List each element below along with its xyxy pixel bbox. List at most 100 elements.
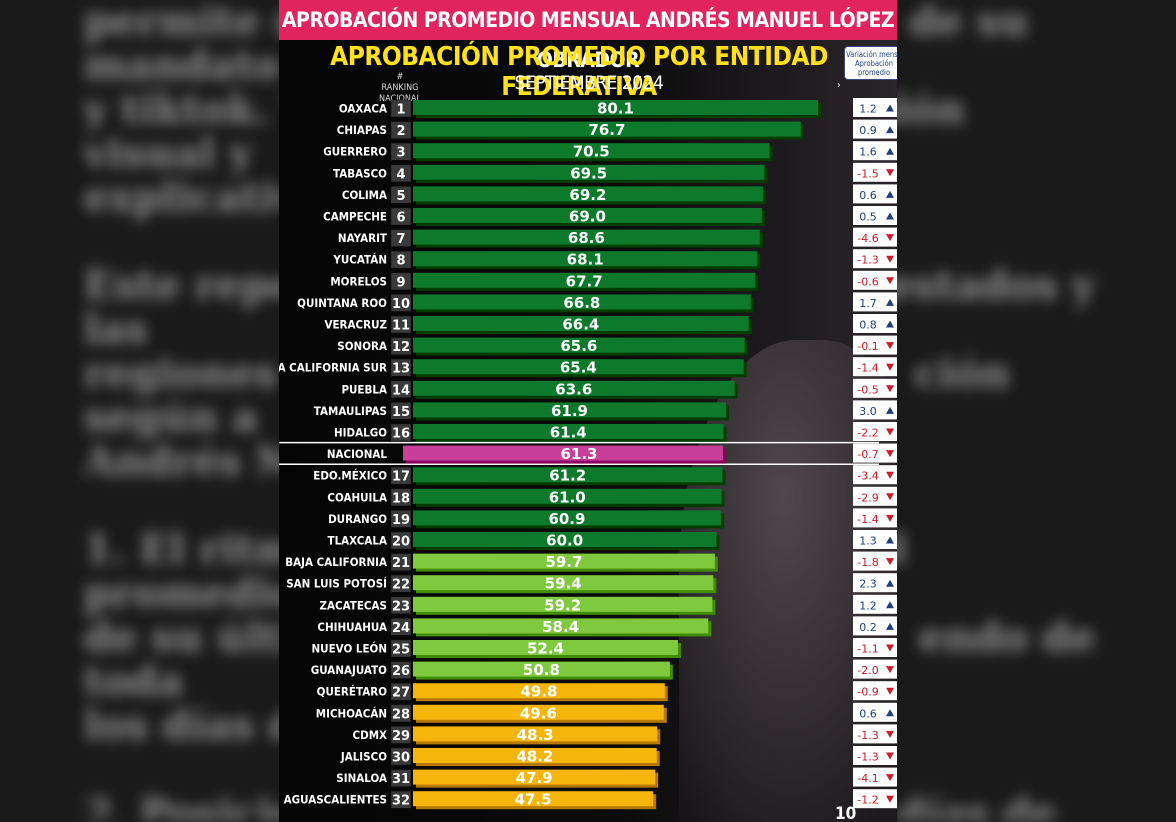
rank-number: 17 <box>392 470 410 485</box>
rank-box <box>390 229 412 247</box>
up-arrow-icon <box>886 298 894 306</box>
top-banner: APROBACIÓN PROMEDIO MENSUAL ANDRÉS MANUE… <box>279 0 897 72</box>
bar <box>413 748 657 763</box>
rank-box <box>390 510 412 528</box>
rank-box <box>390 358 412 377</box>
change-box <box>853 681 883 701</box>
state-name: PUEBLA <box>341 383 387 397</box>
bar-value-label: 48.2 <box>516 748 553 766</box>
rank-number: 13 <box>392 362 410 377</box>
up-arrow-icon <box>886 579 894 587</box>
bar <box>413 272 756 288</box>
rank-number: 27 <box>392 686 410 701</box>
rank-box <box>390 574 412 593</box>
up-arrow-icon <box>886 104 894 112</box>
state-name: BAJA CALIFORNIA <box>285 556 387 570</box>
up-arrow-icon <box>886 622 894 630</box>
rank-number: 5 <box>396 189 405 204</box>
state-name: SONORA <box>337 340 387 354</box>
bar <box>413 251 758 267</box>
bar-value-label: 47.9 <box>516 769 553 787</box>
rank-number: 19 <box>392 513 410 528</box>
bar <box>413 380 735 396</box>
state-name: VERACRUZ <box>324 318 387 332</box>
state-name: SAN LUIS POTOSÍ <box>286 577 387 591</box>
down-arrow-icon <box>886 255 894 263</box>
change-box <box>853 292 883 312</box>
down-arrow-icon <box>886 169 894 177</box>
bar <box>413 337 745 353</box>
rank-box <box>390 682 412 701</box>
change-value: -2.2 <box>857 427 878 440</box>
bar <box>413 683 665 699</box>
change-box <box>853 746 883 765</box>
bar-value-label: 69.2 <box>569 186 606 204</box>
bar-value-label: 60.0 <box>546 532 583 550</box>
state-name: SINALOA <box>336 772 387 786</box>
state-name: CHIHUAHUA <box>317 620 387 634</box>
rank-box <box>390 294 412 312</box>
bar-value-label: 60.9 <box>548 510 585 528</box>
rank-number: 9 <box>396 275 405 290</box>
state-name: QUINTANA ROO <box>297 296 387 310</box>
rank-number: 23 <box>392 599 410 614</box>
change-box <box>853 184 883 204</box>
bar-value-label: 61.9 <box>551 402 588 420</box>
rank-box <box>390 423 412 442</box>
change-value: -3.4 <box>857 470 878 483</box>
change-box <box>853 724 883 744</box>
state-name: TLAXCALA <box>328 534 388 548</box>
up-arrow-icon <box>886 536 894 544</box>
state-name: GUANAJUATO <box>311 664 387 678</box>
rank-box <box>390 337 412 355</box>
change-value: 0.9 <box>859 124 877 137</box>
rank-header: # RANKING NACIONAL <box>377 72 423 105</box>
bar-value-label: 58.4 <box>542 618 579 636</box>
rank-box <box>390 769 412 787</box>
change-box <box>853 119 883 139</box>
rank-number: 4 <box>396 167 405 182</box>
state-name: COAHUILA <box>327 491 387 505</box>
bar-value-label: 48.3 <box>517 726 554 744</box>
rank-number: 6 <box>396 211 405 226</box>
bar-value-label: 66.4 <box>562 316 599 334</box>
change-value: -1.8 <box>857 556 878 569</box>
bar-value-label: 50.8 <box>523 661 560 679</box>
rank-header-line1: # RANKING <box>381 72 419 93</box>
variation-header-line2: Aprobación <box>854 59 894 68</box>
state-name: DURANGO <box>328 512 387 526</box>
state-name: NUEVO LEÓN <box>312 642 387 656</box>
infographic-panel: APROBACIÓN PROMEDIO MENSUAL ANDRÉS MANUE… <box>279 0 897 822</box>
change-value: 1.2 <box>859 599 877 612</box>
down-arrow-icon <box>886 277 894 285</box>
bar-value-label: 69.0 <box>569 208 606 226</box>
change-box <box>853 141 883 161</box>
state-name: YUCATÁN <box>332 253 387 267</box>
change-box <box>853 551 883 571</box>
change-value: 2.3 <box>859 578 877 591</box>
rank-box <box>390 488 412 507</box>
bar <box>413 121 801 137</box>
rank-box <box>390 380 412 399</box>
rank-box <box>390 618 412 636</box>
down-arrow-icon <box>886 471 894 479</box>
change-value: -2.0 <box>857 664 878 677</box>
bar-value-label: 61.4 <box>550 424 587 442</box>
bar <box>413 791 654 807</box>
variation-header-line3: promedio <box>857 68 891 77</box>
change-value: -0.1 <box>857 340 878 353</box>
rank-number: 29 <box>392 729 410 744</box>
bar-value-label: 59.4 <box>545 575 582 593</box>
change-value: -1.3 <box>857 751 878 764</box>
chart-period: SEPTIEMBRE 2024 <box>514 72 664 94</box>
change-box <box>853 422 883 441</box>
chevron-right-icon: › <box>837 80 841 91</box>
rank-box <box>390 142 412 161</box>
down-arrow-icon <box>886 687 894 695</box>
change-value: -1.4 <box>857 513 878 526</box>
bar-value-label: 68.1 <box>567 251 604 269</box>
rank-number: 18 <box>392 491 410 506</box>
bar-value-label: 65.4 <box>560 359 597 377</box>
state-name: BAJA CALIFORNIA SUR <box>279 361 388 375</box>
